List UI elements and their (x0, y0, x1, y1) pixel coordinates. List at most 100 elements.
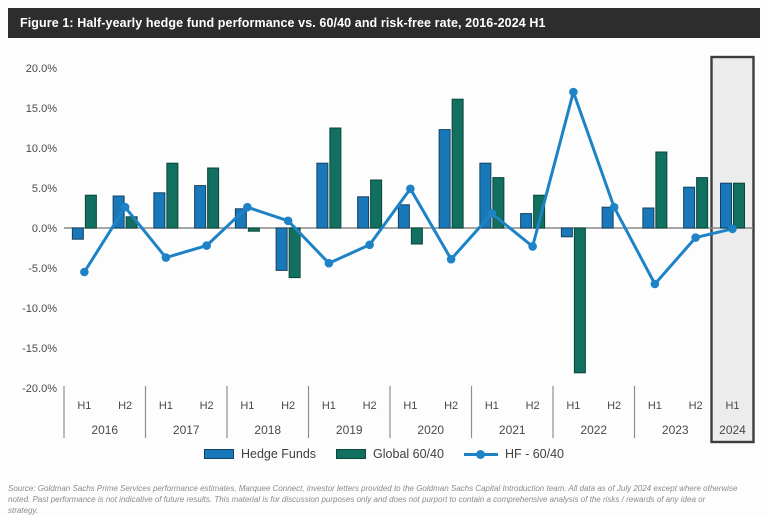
bar-hedge-funds-2018 H2 (275, 227, 288, 271)
hf-minus-6040-line-icon (463, 449, 498, 459)
bar-hedge-funds-2019 H2 (357, 196, 370, 229)
source-note-line: strategy. (8, 505, 39, 515)
line-marker-2017 H1 (161, 253, 171, 262)
bar-global-6040-2020 H1 (410, 227, 423, 245)
x-axis-half-label: H2 (118, 400, 132, 412)
y-axis-tick-label: 15.0% (26, 103, 57, 115)
line-marker-2022 H2 (609, 202, 619, 212)
bar-hedge-funds-2017 H1 (153, 192, 166, 229)
line-marker-2019 H1 (324, 258, 334, 268)
bar-global-6040-2017 H2 (207, 167, 220, 229)
legend-item-hedge-funds: Hedge Funds (203, 447, 317, 461)
bar-global-6040-2023 H1 (655, 151, 668, 229)
bar-global-6040-2020 H2 (451, 98, 464, 229)
x-axis-half-label: H2 (363, 400, 377, 412)
x-axis-half-label: H2 (607, 400, 621, 412)
chart-legend: Hedge Funds Global 60/40 HF - 60/40 (0, 447, 768, 461)
x-axis-half-label: H1 (77, 400, 91, 412)
x-axis-year-label: 2023 (662, 423, 689, 437)
source-note-line: noted. Past performance is not indicativ… (8, 494, 706, 504)
x-axis-year-label: 2021 (499, 423, 526, 437)
x-axis-year-label: 2017 (173, 423, 200, 437)
x-axis-year-label: 2019 (336, 423, 363, 437)
legend-label-hedge-funds: Hedge Funds (240, 447, 317, 461)
x-axis-year-label: 2018 (254, 423, 281, 437)
x-axis-half-label: H1 (240, 400, 254, 412)
legend-label-hf-minus-6040: HF - 60/40 (504, 447, 564, 461)
bar-hedge-funds-2021 H1 (479, 162, 492, 229)
global-6040-swatch-icon (336, 449, 367, 459)
bar-hedge-funds-2023 H2 (683, 186, 696, 229)
x-axis-half-label: H2 (281, 400, 295, 412)
source-note: Source: Goldman Sachs Prime Services per… (8, 484, 760, 515)
x-axis-half-label: H1 (159, 400, 173, 412)
x-axis-year-label: 2016 (91, 423, 118, 437)
x-axis-half-label: H2 (444, 400, 458, 412)
bar-global-6040-2019 H1 (329, 127, 342, 229)
x-axis-half-label: H1 (485, 400, 499, 412)
line-marker-2017 H2 (202, 241, 211, 250)
legend-item-hf-minus-6040: HF - 60/40 (463, 447, 564, 461)
figure-title: Figure 1: Half-yearly hedge fund perform… (20, 16, 546, 30)
bar-hedge-funds-2021 H2 (520, 213, 533, 229)
x-axis-half-label: H1 (566, 400, 580, 412)
line-marker-icon (476, 449, 486, 459)
bar-hedge-funds-2016 H1 (71, 227, 84, 240)
x-axis-half-label: H2 (200, 400, 214, 412)
bar-global-6040-2016 H1 (84, 194, 97, 229)
line-marker-2023 H2 (691, 233, 700, 242)
x-axis-half-label: H1 (403, 400, 417, 412)
line-marker-2021 H2 (528, 242, 537, 251)
x-axis-half-label: H1 (725, 400, 739, 412)
bar-hedge-funds-2022 H1 (560, 227, 573, 238)
x-axis-year-label: 2022 (580, 423, 607, 437)
line-marker-2016 H1 (80, 267, 89, 277)
x-axis-year-label: 2020 (417, 423, 444, 437)
bar-global-6040-2022 H1 (573, 227, 586, 374)
x-axis-half-label: H2 (526, 400, 540, 412)
bar-hedge-funds-2020 H1 (397, 204, 410, 229)
line-marker-2016 H2 (120, 202, 130, 212)
y-axis-tick-label: 5.0% (32, 183, 57, 195)
line-marker-2020 H1 (406, 184, 415, 194)
bar-global-6040-2018 H2 (288, 227, 301, 279)
y-axis-tick-label: -10.0% (22, 303, 57, 315)
bar-hedge-funds-2019 H1 (316, 162, 329, 229)
bar-hedge-funds-2022 H2 (601, 206, 614, 229)
x-axis-half-label: H1 (322, 400, 336, 412)
line-marker-2018 H1 (243, 202, 252, 212)
hedge-funds-swatch-icon (203, 449, 234, 459)
y-axis-tick-label: 10.0% (26, 143, 57, 155)
legend-label-global-6040: Global 60/40 (373, 447, 444, 461)
y-axis-tick-label: -20.0% (22, 383, 57, 395)
bar-hedge-funds-2017 H2 (194, 185, 207, 229)
bar-hedge-funds-2024 H1 (720, 182, 732, 229)
bar-global-6040-2023 H2 (696, 177, 709, 229)
y-axis-tick-label: 20.0% (26, 63, 57, 75)
legend-item-global-6040: Global 60/40 (336, 447, 444, 461)
bar-global-6040-2021 H2 (533, 194, 546, 229)
line-marker-2023 H1 (650, 279, 660, 289)
x-axis-half-label: H1 (648, 400, 662, 412)
source-note-line: Source: Goldman Sachs Prime Services per… (8, 484, 738, 493)
bar-global-6040-2017 H1 (166, 162, 179, 229)
x-axis-year-label: 2024 (719, 423, 746, 437)
y-axis-tick-label: -5.0% (28, 263, 57, 275)
bar-global-6040-2024 H1 (733, 182, 745, 229)
bar-global-6040-2019 H2 (370, 179, 383, 229)
bar-hedge-funds-2020 H2 (438, 129, 451, 229)
line-marker-2024 H1 (728, 224, 737, 234)
line-marker-2018 H2 (283, 216, 293, 226)
line-marker-2021 H1 (487, 209, 497, 218)
line-marker-2019 H2 (365, 240, 374, 250)
figure-title-bar: Figure 1: Half-yearly hedge fund perform… (8, 8, 760, 38)
bar-global-6040-2021 H1 (492, 177, 505, 229)
y-axis-tick-label: -15.0% (22, 343, 57, 355)
x-axis-half-label: H2 (689, 400, 703, 412)
bar-global-6040-2018 H1 (247, 227, 260, 232)
line-marker-2022 H1 (569, 87, 578, 97)
y-axis-tick-label: 0.0% (32, 223, 57, 235)
highlight-box-2024-h1 (710, 55, 755, 444)
